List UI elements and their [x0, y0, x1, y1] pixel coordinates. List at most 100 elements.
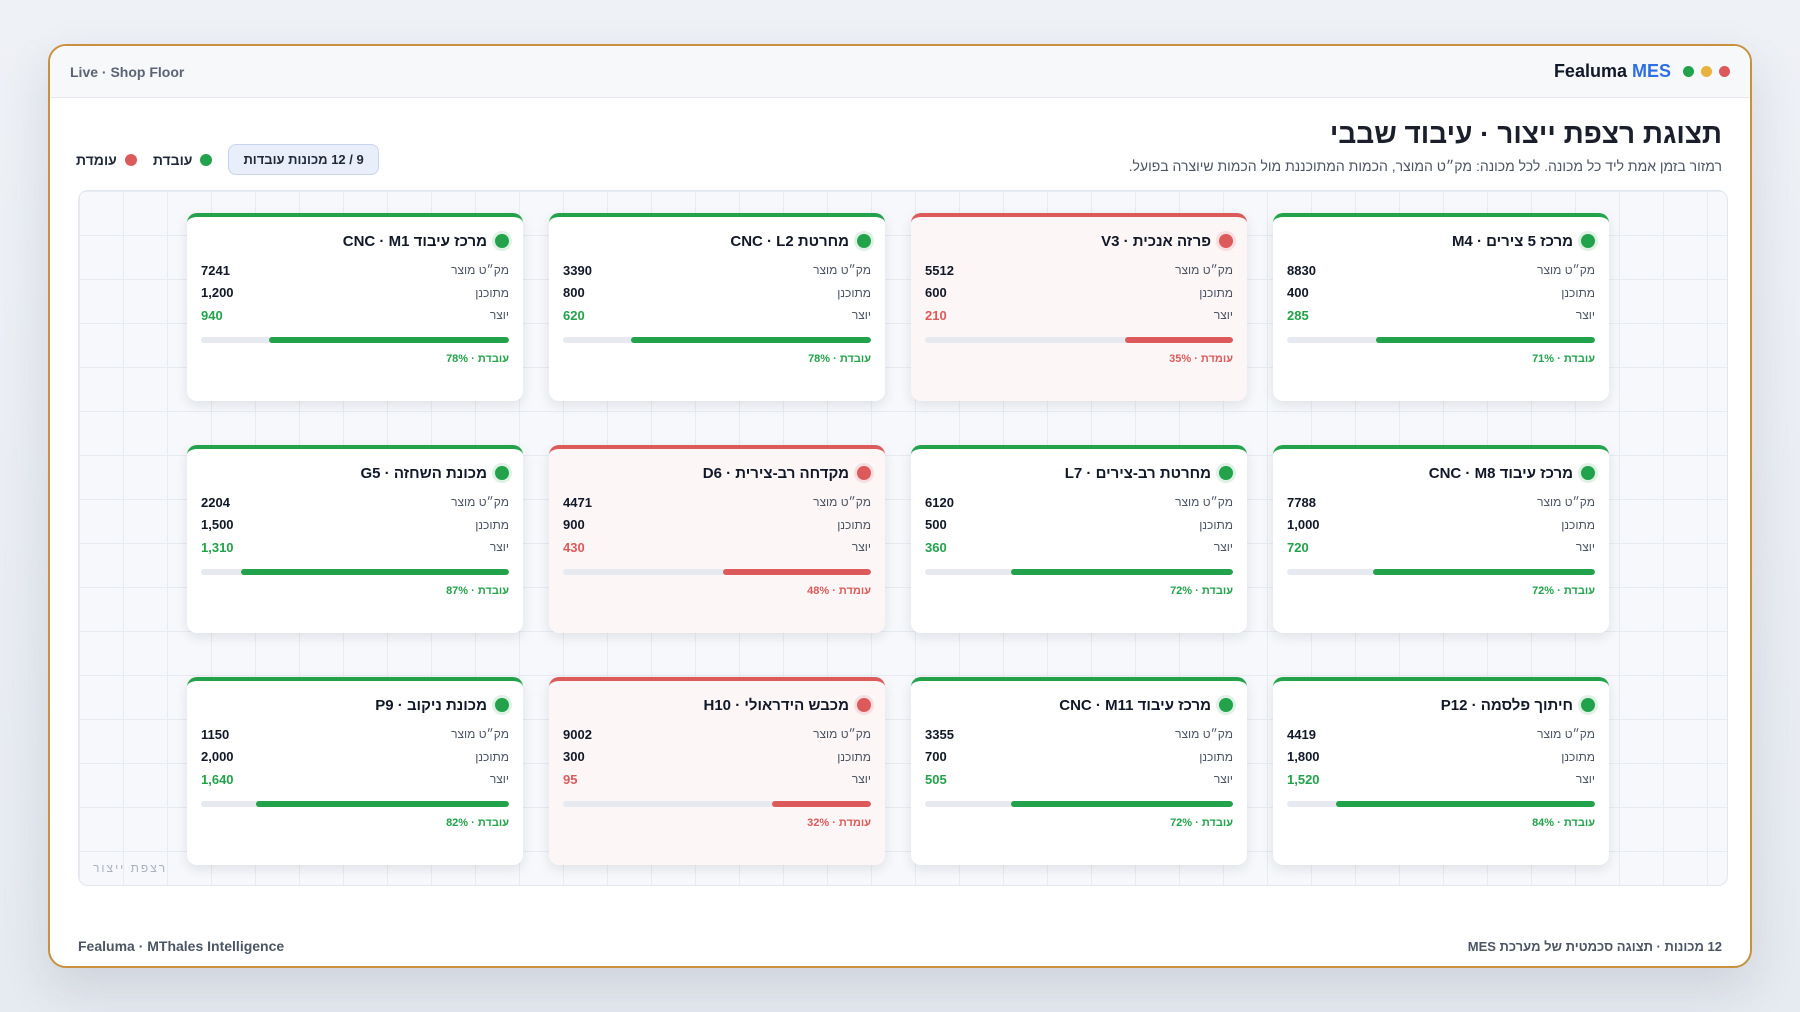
status-light-icon — [1219, 698, 1233, 712]
planned-label: מתוכנן — [837, 285, 871, 300]
machine-card[interactable]: חיתוך פלסמה · P12 מק״ט מוצר 4419 מתוכנן … — [1273, 677, 1609, 865]
planned-value: 900 — [563, 517, 585, 533]
sku-value: 9002 — [563, 726, 592, 742]
planned-value: 1,000 — [1287, 517, 1320, 533]
sku-row: מק״ט מוצר 4419 — [1287, 723, 1595, 746]
planned-value: 2,000 — [201, 749, 234, 765]
machine-name: מחרטת רב-צירים · L7 — [1064, 464, 1211, 482]
running-count-badge: 9 / 12 מכונות עובדות — [228, 144, 379, 175]
status-light-icon — [857, 466, 871, 480]
produced-row: יוצר 620 — [563, 304, 871, 327]
planned-row: מתוכנן 600 — [925, 282, 1233, 305]
produced-label: יוצר — [851, 308, 871, 323]
machine-name: מכונת ניקוב · P9 — [375, 696, 487, 714]
machine-stats: מק״ט מוצר 1150 מתוכנן 2,000 יוצר 1,640 — [201, 723, 509, 791]
green-dot-icon — [200, 153, 213, 166]
produced-label: יוצר — [1213, 308, 1233, 323]
machine-name: מקדחה רב-צירית · D6 — [702, 464, 849, 482]
planned-value: 700 — [925, 749, 947, 765]
machine-name: פרזה אנכית · V3 — [1101, 232, 1211, 250]
brand-main: Fealuma — [1553, 61, 1627, 81]
page-subtitle: רמזור בזמן אמת ליד כל מכונה. לכל מכונה: … — [1128, 158, 1722, 174]
footer-credit: Fealuma · MThales Intelligence — [78, 938, 285, 954]
machine-card[interactable]: מרכז 5 צירים · M4 מק״ט מוצר 8830 מתוכנן … — [1273, 213, 1609, 401]
title-bar: Live · Shop Floor Fealuma MES — [50, 46, 1750, 98]
brand-accent: MES — [1631, 61, 1671, 81]
minimize-dot-icon[interactable] — [1701, 66, 1712, 77]
status-light-icon — [495, 466, 509, 480]
sku-label: מק״ט מוצר — [1175, 263, 1233, 278]
planned-label: מתוכנן — [837, 749, 871, 764]
progress-bar-fill — [256, 800, 509, 807]
machine-card[interactable]: פרזה אנכית · V3 מק״ט מוצר 5512 מתוכנן 60… — [911, 213, 1247, 401]
planned-label: מתוכנן — [475, 517, 509, 532]
machine-card[interactable]: מרכז עיבוד CNC · M11 מק״ט מוצר 3355 מתוכ… — [911, 677, 1247, 865]
machine-card[interactable]: מחרטת CNC · L2 מק״ט מוצר 3390 מתוכנן 800… — [549, 213, 885, 401]
sku-value: 2204 — [201, 494, 230, 510]
machine-card[interactable]: מקדחה רב-צירית · D6 מק״ט מוצר 4471 מתוכנ… — [549, 445, 885, 633]
sku-label: מק״ט מוצר — [451, 263, 509, 278]
machine-card-header: פרזה אנכית · V3 — [925, 229, 1233, 253]
machine-card-header: מרכז 5 צירים · M4 — [1287, 229, 1595, 253]
close-dot-icon[interactable] — [1719, 66, 1730, 77]
machine-card[interactable]: מכבש הידראולי · H10 מק״ט מוצר 9002 מתוכנ… — [549, 677, 885, 865]
legend-stopped-label: עומדת — [76, 151, 117, 168]
produced-row: יוצר 1,310 — [201, 536, 509, 559]
progress-bar-fill — [1125, 336, 1233, 343]
produced-value: 1,310 — [201, 539, 234, 555]
planned-row: מתוכנן 300 — [563, 746, 871, 769]
sku-row: מק״ט מוצר 9002 — [563, 723, 871, 746]
maximize-dot-icon[interactable] — [1683, 66, 1694, 77]
produced-label: יוצר — [1575, 772, 1595, 787]
sku-row: מק״ט מוצר 6120 — [925, 491, 1233, 514]
produced-row: יוצר 940 — [201, 304, 509, 327]
status-light-icon — [495, 698, 509, 712]
sku-label: מק״ט מוצר — [1175, 727, 1233, 742]
status-light-icon — [857, 234, 871, 248]
sku-label: מק״ט מוצר — [451, 495, 509, 510]
planned-label: מתוכנן — [1561, 285, 1595, 300]
produced-row: יוצר 210 — [925, 304, 1233, 327]
machine-name: מכונת השחזה · G5 — [360, 464, 488, 482]
machine-name: מרכז עיבוד CNC · M11 — [1059, 696, 1211, 714]
sku-value: 7241 — [201, 262, 230, 278]
floor-label: רצפת ייצור — [93, 861, 168, 875]
planned-value: 800 — [563, 285, 585, 301]
sku-value: 7788 — [1287, 494, 1316, 510]
progress-bar — [1287, 336, 1595, 343]
sku-row: מק״ט מוצר 7241 — [201, 259, 509, 282]
sku-value: 1150 — [201, 726, 230, 742]
machine-card[interactable]: מרכז עיבוד CNC · M1 מק״ט מוצר 7241 מתוכנ… — [187, 213, 523, 401]
machine-card-header: מרכז עיבוד CNC · M8 — [1287, 461, 1595, 485]
machine-card[interactable]: מכונת השחזה · G5 מק״ט מוצר 2204 מתוכנן 1… — [187, 445, 523, 633]
produced-value: 505 — [925, 771, 947, 787]
status-light-icon — [857, 698, 871, 712]
produced-label: יוצר — [489, 308, 509, 323]
status-text: עובדת · 72% — [1532, 584, 1595, 597]
planned-row: מתוכנן 500 — [925, 514, 1233, 537]
progress-bar-fill — [241, 568, 509, 575]
machine-name: חיתוך פלסמה · P12 — [1440, 696, 1573, 714]
sku-value: 4419 — [1287, 726, 1316, 742]
produced-row: יוצר 430 — [563, 536, 871, 559]
machine-name: מרכז עיבוד CNC · M1 — [342, 232, 487, 250]
progress-bar — [1287, 800, 1595, 807]
sku-label: מק״ט מוצר — [451, 727, 509, 742]
machine-name: מרכז 5 צירים · M4 — [1451, 232, 1573, 250]
produced-row: יוצר 285 — [1287, 304, 1595, 327]
produced-row: יוצר 720 — [1287, 536, 1595, 559]
sku-label: מק״ט מוצר — [1537, 727, 1595, 742]
sku-value: 8830 — [1287, 262, 1316, 278]
sku-row: מק״ט מוצר 4471 — [563, 491, 871, 514]
machine-card[interactable]: מכונת ניקוב · P9 מק״ט מוצר 1150 מתוכנן 2… — [187, 677, 523, 865]
status-light-icon — [1219, 466, 1233, 480]
planned-row: מתוכנן 400 — [1287, 282, 1595, 305]
sku-label: מק״ט מוצר — [1537, 263, 1595, 278]
produced-label: יוצר — [851, 772, 871, 787]
machine-card-header: מכונת ניקוב · P9 — [201, 693, 509, 717]
status-text: עומדת · 48% — [807, 584, 871, 597]
machine-card[interactable]: מחרטת רב-צירים · L7 מק״ט מוצר 6120 מתוכנ… — [911, 445, 1247, 633]
planned-label: מתוכנן — [1199, 517, 1233, 532]
produced-row: יוצר 1,520 — [1287, 768, 1595, 791]
machine-card[interactable]: מרכז עיבוד CNC · M8 מק״ט מוצר 7788 מתוכנ… — [1273, 445, 1609, 633]
